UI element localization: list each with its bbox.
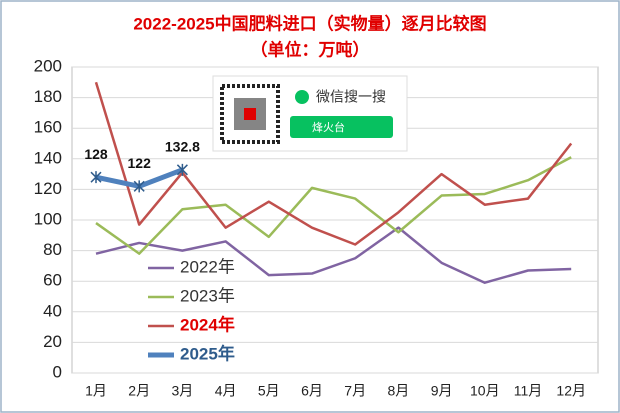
grid: 0 20 40 60 80 100 120 140 160 180 200 1月 2月 3月 4月 5月 6月 7… bbox=[34, 56, 598, 399]
series-line bbox=[94, 81, 573, 246]
chart-subtitle: （单位：万吨） bbox=[251, 39, 370, 59]
x-tick-label: 9月 bbox=[431, 383, 453, 399]
x-tick-label: 5月 bbox=[258, 383, 280, 399]
y-tick-label: 60 bbox=[43, 271, 62, 290]
chart-title: 2022-2025中国肥料进口（实物量）逐月比较图 bbox=[133, 13, 486, 33]
x-tick-label: 10月 bbox=[470, 383, 500, 399]
y-tick-label: 20 bbox=[43, 332, 62, 351]
search-box bbox=[290, 116, 393, 138]
search-text: 烽火台 bbox=[312, 120, 345, 134]
x-tick-label: 3月 bbox=[172, 383, 194, 399]
y-tick-label: 40 bbox=[43, 301, 62, 320]
y-tick-label: 200 bbox=[34, 56, 62, 75]
point-marker bbox=[90, 171, 102, 184]
legend: 2022年 2023年 2024年 2025年 bbox=[148, 257, 235, 363]
x-tick-label: 8月 bbox=[388, 383, 410, 399]
x-tick-label: 11月 bbox=[514, 383, 543, 399]
x-tick-label: 12月 bbox=[556, 383, 586, 399]
point-marker bbox=[176, 163, 188, 176]
watermark-text: 微信搜一搜 bbox=[316, 89, 386, 105]
x-tick-label: 2月 bbox=[128, 383, 150, 399]
watermark: 微信搜一搜 烽火台 bbox=[212, 75, 408, 152]
qr-logo bbox=[244, 108, 256, 120]
y-tick-label: 180 bbox=[34, 87, 62, 106]
x-tick-label: 4月 bbox=[215, 383, 237, 399]
series-line bbox=[95, 156, 572, 255]
legend-label: 2022年 bbox=[180, 257, 235, 276]
x-tick-label: 6月 bbox=[301, 383, 323, 399]
wechat-icon bbox=[295, 90, 309, 104]
legend-label: 2023年 bbox=[180, 286, 235, 305]
y-tick-label: 0 bbox=[53, 362, 62, 381]
legend-label: 2024年 bbox=[180, 314, 235, 334]
x-tick-label: 7月 bbox=[344, 383, 366, 399]
y-tick-label: 120 bbox=[34, 179, 62, 198]
y-tick-label: 160 bbox=[34, 118, 62, 137]
data-label: 132.8 bbox=[165, 139, 200, 155]
data-label: 128 bbox=[84, 146, 108, 162]
y-tick-label: 140 bbox=[34, 148, 62, 167]
legend-label: 2025年 bbox=[180, 343, 235, 363]
x-tick-label: 1月 bbox=[85, 383, 107, 399]
data-label: 122 bbox=[128, 155, 152, 171]
point-marker bbox=[133, 180, 145, 193]
series: 128 122 132.8 bbox=[84, 81, 573, 284]
y-tick-label: 80 bbox=[43, 240, 62, 259]
series-line bbox=[95, 226, 572, 284]
y-tick-label: 100 bbox=[34, 209, 62, 228]
